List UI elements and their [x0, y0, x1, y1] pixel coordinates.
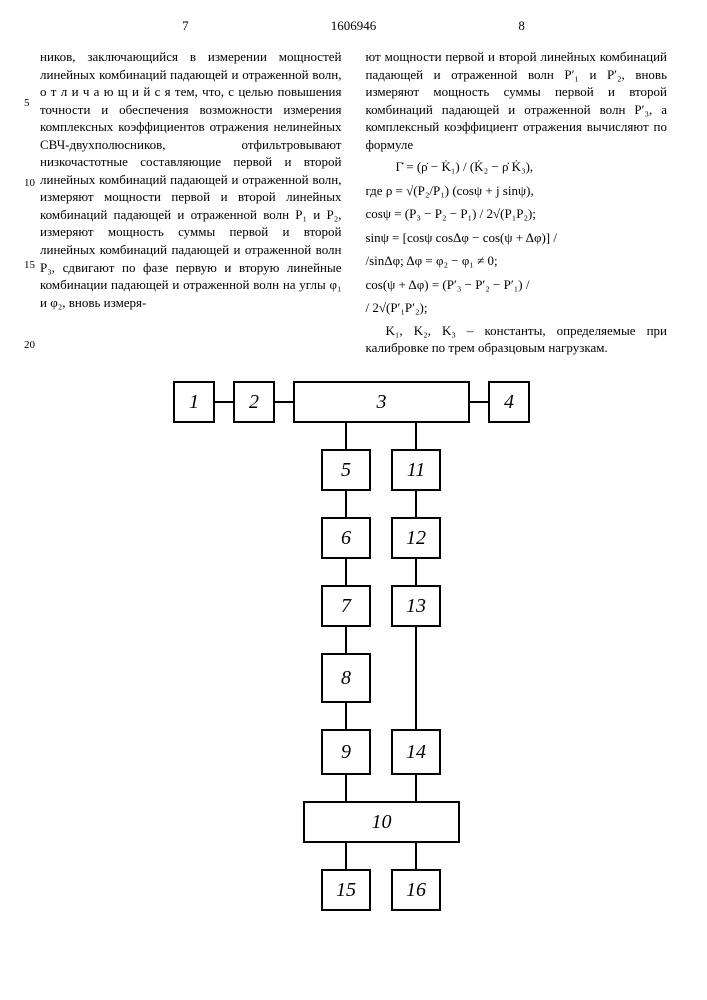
line-number: 15: [24, 258, 35, 273]
line-number: 20: [24, 338, 35, 353]
formula-rho: где ρ = √(P₂/P₁) (cosψ + j sinψ),: [366, 181, 668, 201]
diagram-node-label: 3: [375, 391, 386, 413]
left-column: 5 10 15 20 ников, заключающийся в измере…: [40, 48, 342, 357]
two-column-text: 5 10 15 20 ников, заключающийся в измере…: [40, 48, 667, 357]
page-number-left: 7: [40, 18, 331, 34]
diagram-node-label: 7: [341, 595, 352, 617]
diagram-node-label: 16: [406, 879, 426, 901]
right-paragraph-1: ют мощности первой и второй линейных ком…: [366, 48, 668, 153]
diagram-node-label: 9: [341, 741, 351, 763]
page-container: 7 1606946 8 5 10 15 20 ников, заключающи…: [0, 0, 707, 937]
formula-gamma: Γ̇ = (ρ̇ − K̇₁) / (K̇₂ − ρ̇ K̇₃),: [366, 157, 668, 177]
diagram-node-label: 12: [406, 527, 426, 549]
page-header: 7 1606946 8: [40, 18, 667, 34]
diagram-svg: 12345116127138914101516: [164, 377, 544, 917]
diagram-node-label: 14: [406, 741, 426, 763]
line-number: 5: [24, 96, 30, 111]
diagram-node-label: 13: [406, 595, 426, 617]
diagram-node-label: 1: [189, 391, 199, 413]
diagram-node-label: 6: [341, 527, 351, 549]
diagram-node-label: 5: [341, 459, 351, 481]
formula-sin: sinψ = [cosψ cosΔφ − cos(ψ + Δφ)] /: [366, 228, 668, 248]
formula-cosd: cos(ψ + Δφ) = (P′₃ − P′₂ − P′₁) /: [366, 275, 668, 295]
block-diagram: 12345116127138914101516: [164, 377, 544, 917]
diagram-node-label: 8: [341, 667, 351, 689]
left-paragraph: ников, заключающийся в измерении мощност…: [40, 48, 342, 311]
diagram-node-label: 10: [371, 811, 391, 833]
diagram-node-label: 15: [336, 879, 356, 901]
diagram-node-label: 2: [249, 391, 259, 413]
right-column: ют мощности первой и второй линейных ком…: [366, 48, 668, 357]
doc-number: 1606946: [331, 18, 377, 34]
formula-cos: cosψ = (P₃ − P₂ − P₁) / 2√(P₁P₂);: [366, 204, 668, 224]
right-paragraph-2: K₁, K₂, K₃ – константы, определяемые при…: [366, 322, 668, 357]
line-number: 10: [24, 176, 35, 191]
diagram-node-label: 4: [504, 391, 514, 413]
formula-cosd-2: / 2√(P′₁P′₂);: [366, 298, 668, 318]
diagram-node-label: 11: [406, 459, 425, 481]
page-number-right: 8: [376, 18, 667, 34]
formula-sin-2: /sinΔφ; Δφ = φ₂ − φ₁ ≠ 0;: [366, 251, 668, 271]
